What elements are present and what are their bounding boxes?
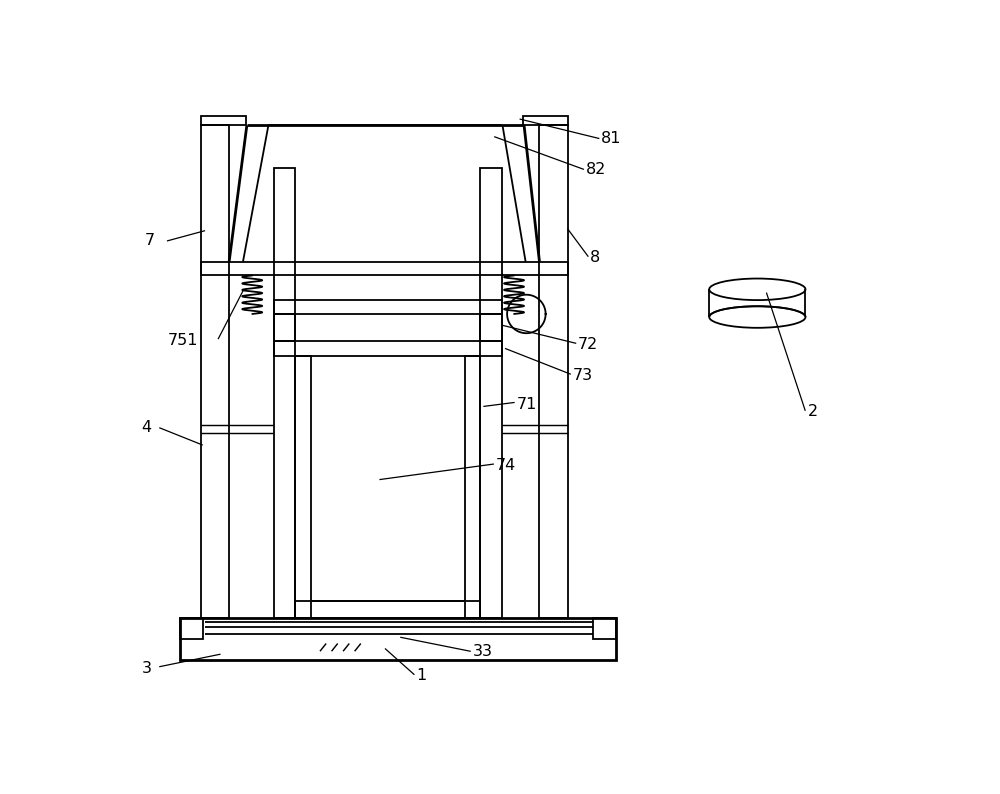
Bar (274, 341, 502, 357)
Bar (708, 317, 807, 330)
Bar (295, 601, 480, 618)
Bar (180, 618, 203, 639)
Text: 8: 8 (590, 250, 601, 265)
Bar (274, 300, 502, 314)
Bar (295, 357, 311, 618)
Bar (201, 125, 229, 618)
Text: 4: 4 (141, 420, 151, 435)
Bar (201, 261, 568, 276)
Text: 72: 72 (578, 337, 598, 353)
Text: 33: 33 (472, 645, 492, 660)
Bar (201, 116, 246, 125)
Bar (274, 168, 295, 618)
Text: 71: 71 (516, 396, 537, 411)
Text: 3: 3 (141, 661, 151, 676)
Bar (180, 618, 616, 661)
Bar (480, 168, 502, 618)
Text: 1: 1 (416, 669, 426, 684)
Text: 73: 73 (573, 368, 593, 383)
Text: 74: 74 (496, 458, 516, 473)
Bar (523, 116, 568, 125)
Bar (593, 618, 616, 639)
Bar (274, 314, 295, 341)
Bar (539, 125, 568, 618)
Text: 751: 751 (168, 333, 198, 349)
Text: 7: 7 (144, 233, 155, 249)
Text: 81: 81 (601, 131, 622, 146)
Text: 2: 2 (807, 404, 818, 419)
Ellipse shape (709, 306, 805, 328)
Bar (465, 357, 480, 618)
Bar (480, 314, 502, 341)
Text: 82: 82 (586, 163, 606, 178)
